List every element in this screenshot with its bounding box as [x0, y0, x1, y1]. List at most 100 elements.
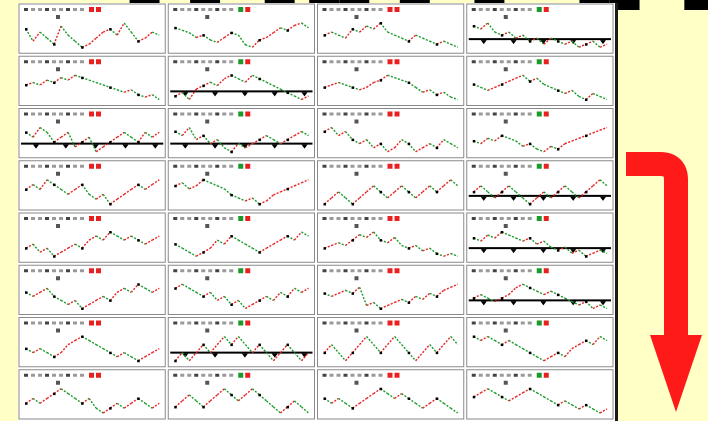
panel-6-0	[18, 317, 166, 368]
trace-segment	[223, 32, 232, 39]
header-glyph	[80, 8, 84, 11]
header-glyph	[229, 373, 234, 377]
trace-segment	[415, 295, 423, 301]
header-marker	[245, 59, 251, 65]
trace-segment	[443, 91, 452, 98]
trace-segment	[144, 287, 153, 293]
data-point	[202, 134, 205, 138]
baseline-tick	[510, 249, 517, 254]
data-point	[556, 148, 560, 151]
header-glyph	[336, 321, 341, 325]
panel-6-1	[167, 317, 315, 368]
trace-segment	[585, 92, 594, 101]
trace-segment	[216, 388, 225, 396]
trace-segment	[543, 240, 552, 248]
header-glyph	[180, 164, 185, 168]
header-marker	[238, 216, 244, 221]
trace-segment	[144, 93, 153, 98]
header-marker	[245, 111, 251, 117]
trace-segment	[550, 400, 559, 406]
trace-segment	[238, 78, 246, 83]
trace-segment	[144, 352, 153, 358]
trace-segment	[599, 95, 608, 101]
panel-2-0	[18, 108, 166, 159]
trace-segment	[359, 397, 367, 404]
trace-segment	[373, 143, 381, 149]
trace-segment	[301, 231, 309, 237]
small-multiples-grid	[18, 3, 618, 421]
header-glyph	[471, 8, 476, 11]
header-glyph	[66, 8, 70, 11]
data-point	[323, 292, 326, 295]
panel-1-2	[317, 55, 465, 106]
header-glyph	[173, 217, 178, 220]
trace-segment	[450, 407, 459, 414]
trace-segment	[88, 235, 97, 241]
header-glyph	[215, 60, 220, 64]
data-point	[351, 86, 355, 89]
trace-segment	[422, 292, 431, 300]
trace-segment	[301, 130, 309, 137]
data-point	[25, 247, 28, 250]
trace-segment	[508, 396, 517, 402]
trace-segment	[109, 291, 118, 301]
trace-segment	[32, 243, 41, 253]
header-glyph	[201, 217, 206, 220]
header-glyph	[24, 321, 28, 325]
data-point	[230, 393, 233, 397]
panel-1-0	[18, 55, 166, 106]
trace-segment	[95, 407, 104, 414]
trace-segment	[401, 393, 410, 400]
baseline-tick	[570, 301, 577, 306]
data-point	[351, 292, 355, 295]
header-glyph	[173, 164, 178, 168]
data-point	[53, 392, 56, 396]
trace-segment	[508, 185, 517, 193]
trace-segment	[196, 34, 204, 39]
header-marker	[394, 268, 400, 274]
header-glyph	[66, 164, 70, 168]
trace-segment	[223, 336, 232, 346]
data-point	[202, 295, 205, 298]
data-point	[556, 89, 560, 92]
panel-frame	[18, 160, 166, 211]
panel-header	[173, 320, 251, 333]
header-glyph	[354, 276, 359, 281]
header-glyph	[322, 269, 327, 273]
data-point	[500, 297, 504, 300]
trace-segment	[578, 191, 587, 199]
trace-segment	[230, 336, 239, 346]
trace-segment	[202, 400, 211, 408]
trace-segment	[571, 89, 580, 97]
header-glyph	[350, 112, 355, 116]
panel-header	[322, 320, 400, 333]
header-glyph	[336, 112, 341, 116]
data-point	[286, 405, 289, 409]
trace-segment	[522, 348, 531, 354]
data-point	[202, 84, 205, 88]
trace-segment	[401, 37, 409, 42]
trace-segment	[338, 191, 346, 199]
header-glyph	[329, 164, 334, 168]
trace-segment	[387, 191, 396, 199]
header-glyph	[24, 8, 28, 11]
panel-1-1	[167, 55, 315, 106]
trace-segment	[387, 236, 396, 244]
trace-segment	[450, 252, 459, 257]
header-glyph	[322, 321, 327, 325]
trace-segment	[422, 89, 430, 93]
trace-segment	[144, 402, 153, 409]
panel-header	[24, 7, 101, 19]
trace-segment	[494, 191, 503, 199]
trace-segment	[46, 247, 55, 257]
trace-segment	[32, 31, 41, 42]
trace-segment	[280, 235, 288, 241]
trace-segment	[408, 34, 417, 42]
header-glyph	[45, 164, 49, 168]
header-glyph	[513, 373, 518, 377]
data-point	[109, 28, 112, 31]
trace-segment	[415, 147, 424, 153]
header-glyph	[194, 217, 199, 220]
header-marker	[89, 111, 94, 117]
data-point	[435, 397, 439, 400]
